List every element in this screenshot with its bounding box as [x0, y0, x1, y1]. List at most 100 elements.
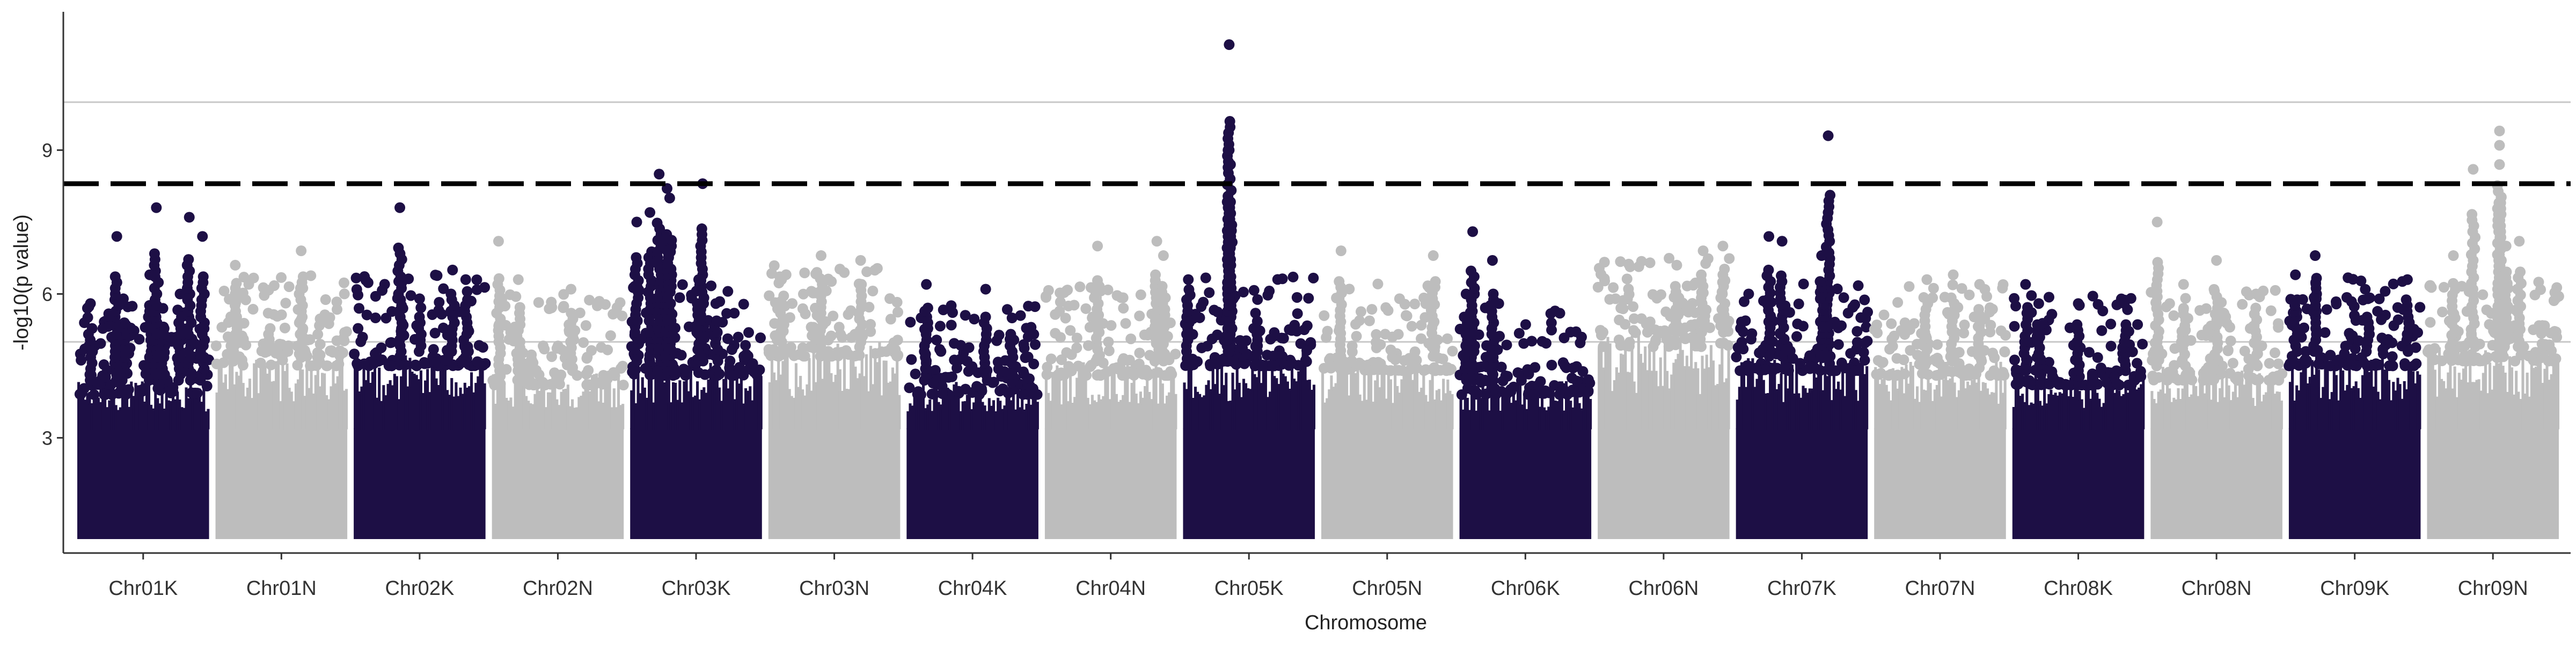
point-cloud-column — [2229, 400, 2233, 430]
data-point — [1373, 358, 1385, 369]
data-point — [1621, 273, 1633, 285]
data-point — [314, 350, 326, 361]
point-cloud-column — [1073, 397, 1077, 430]
data-point — [766, 268, 778, 279]
point-cloud-column — [2249, 370, 2252, 430]
point-cloud-column — [963, 401, 967, 430]
point-cloud-column — [367, 365, 370, 430]
data-point — [1481, 388, 1492, 399]
point-cloud-column — [1058, 377, 1061, 430]
point-cloud-column — [729, 373, 732, 430]
point-cloud-column — [1924, 390, 1928, 430]
data-point — [183, 254, 194, 265]
point-cloud-column — [2416, 371, 2419, 430]
point-cloud-column — [1025, 403, 1028, 430]
data-point — [1791, 331, 1802, 342]
data-point — [680, 366, 692, 377]
point-cloud-column — [1046, 392, 1050, 430]
data-point — [1159, 370, 1170, 381]
point-cloud-column — [777, 359, 780, 430]
data-point — [1140, 365, 1152, 376]
point-cloud-column — [2019, 396, 2022, 430]
point-cloud-column — [784, 348, 787, 430]
peak-point — [2250, 288, 2262, 300]
point-cloud-column — [1075, 377, 1079, 430]
point-cloud-column — [715, 378, 719, 430]
chromosome-points-Chr05K — [1180, 39, 1319, 539]
point-cloud-column — [1201, 397, 1204, 430]
data-point — [86, 323, 98, 334]
point-cloud-column — [156, 398, 159, 430]
data-point — [1001, 304, 1013, 315]
point-cloud-column — [2315, 352, 2318, 430]
data-point — [1922, 298, 1934, 309]
peak-point — [197, 231, 208, 242]
point-cloud-column — [1488, 410, 1491, 430]
data-point — [2544, 339, 2555, 351]
data-point — [1793, 299, 1804, 310]
point-cloud-column — [1848, 373, 1851, 430]
point-cloud-column — [698, 399, 701, 430]
point-cloud-column — [2036, 379, 2039, 430]
peak-point — [1183, 274, 1194, 285]
point-cloud-column — [1896, 388, 1899, 430]
data-point — [380, 312, 392, 324]
point-cloud-column — [2530, 351, 2533, 430]
data-point — [1554, 389, 1565, 400]
data-point — [2120, 319, 2132, 330]
point-cloud-column — [108, 400, 111, 430]
data-point — [1985, 370, 1996, 381]
point-cloud-column — [818, 343, 822, 430]
point-cloud-column — [1793, 393, 1796, 430]
point-cloud-column — [1600, 341, 1603, 430]
data-point — [1981, 291, 1993, 302]
point-cloud-column — [1644, 346, 1647, 430]
point-cloud-column — [845, 389, 848, 430]
data-point — [123, 384, 134, 395]
point-cloud-column — [737, 383, 741, 430]
point-cloud-column — [226, 389, 230, 430]
point-cloud-column — [1275, 378, 1278, 430]
point-cloud-column — [1602, 367, 1605, 430]
data-point — [462, 286, 473, 297]
point-cloud-column — [452, 396, 456, 430]
axes — [62, 12, 2571, 554]
data-point — [2132, 358, 2143, 369]
data-point — [738, 299, 749, 310]
point-cloud-column — [1780, 373, 1783, 430]
data-point — [2339, 348, 2350, 359]
point-cloud-column — [1525, 409, 1528, 430]
data-point — [788, 350, 800, 361]
point-cloud-column — [821, 379, 824, 430]
data-point — [2387, 351, 2398, 362]
data-point — [1385, 344, 1396, 355]
point-cloud-column — [999, 401, 1002, 430]
data-point — [726, 370, 737, 381]
peak-point — [1823, 130, 1834, 141]
data-point — [1596, 330, 1607, 341]
data-point — [1964, 289, 1975, 301]
x-tick-label: Chr09N — [2458, 577, 2528, 600]
point-cloud-column — [492, 374, 495, 430]
data-point — [1523, 368, 1534, 380]
point-cloud-column — [711, 372, 714, 430]
peak-point — [1158, 250, 1169, 261]
data-point — [1947, 279, 1958, 290]
point-cloud-column — [558, 405, 561, 430]
data-point — [2495, 349, 2506, 360]
point-cloud-column — [1905, 364, 1908, 430]
point-cloud-column — [2030, 402, 2033, 430]
point-cloud-column — [1117, 402, 1121, 430]
data-point — [1670, 339, 1681, 351]
point-cloud-column — [1170, 366, 1173, 430]
data-point — [1529, 362, 1541, 373]
point-cloud-column — [1940, 396, 1943, 430]
point-cloud-column — [1413, 366, 1416, 430]
point-cloud-column — [1165, 395, 1169, 430]
point-cloud-column — [308, 388, 311, 430]
point-cloud-column — [2234, 380, 2237, 430]
data-point — [2200, 365, 2212, 376]
data-point — [1272, 274, 1283, 285]
point-cloud-column — [571, 399, 574, 430]
point-cloud-column — [1986, 388, 1989, 430]
